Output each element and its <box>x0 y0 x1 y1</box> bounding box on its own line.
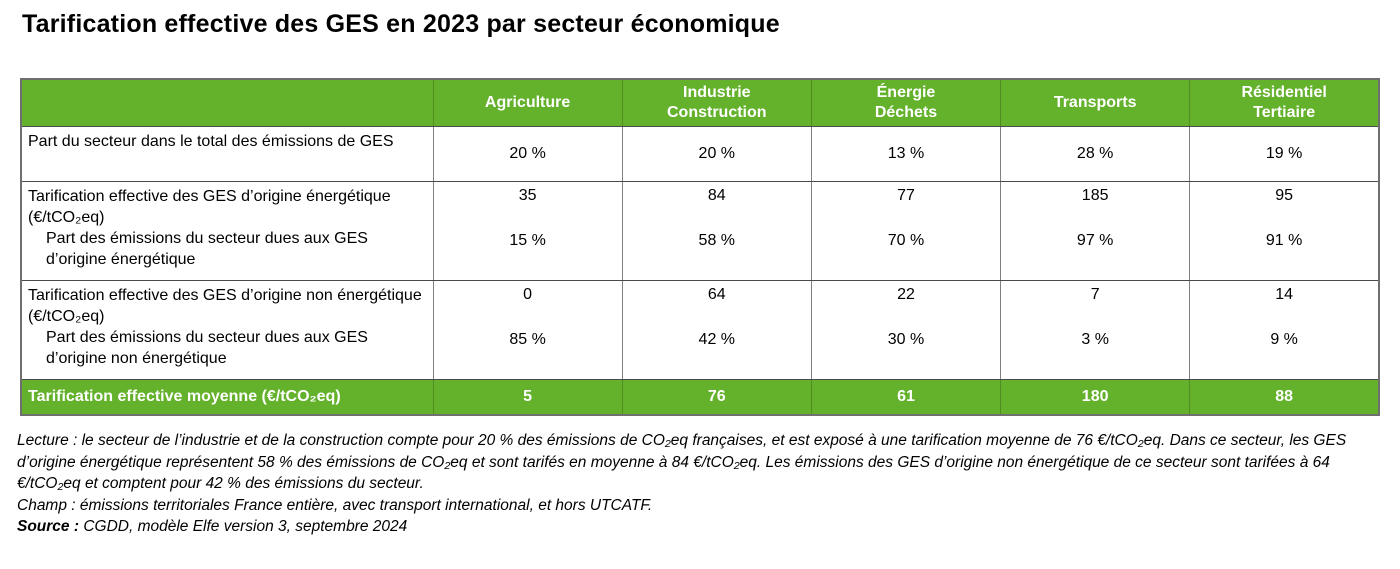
cell-value: 76 <box>621 378 812 416</box>
row-label-sub: Part des émissions du secteur dues aux G… <box>46 328 368 367</box>
cell-value-main: 7 <box>1090 285 1100 303</box>
cell-value: 64 42 % <box>621 279 812 380</box>
cell-value: 88 <box>1189 378 1380 416</box>
ges-pricing-table: Agriculture Industrie Construction Énerg… <box>20 78 1380 416</box>
cell-value: 7 3 % <box>1000 279 1191 380</box>
cell-value: 20 % <box>621 125 812 182</box>
cell-value-sub: 30 % <box>887 330 925 348</box>
note-source: Source : CGDD, modèle Elfe version 3, se… <box>17 516 1389 538</box>
source-text: CGDD, modèle Elfe version 3, septembre 2… <box>79 518 408 535</box>
cell-value: 185 97 % <box>1000 180 1191 281</box>
column-header-transports: Transports <box>1000 78 1191 127</box>
table-header-row: Agriculture Industrie Construction Énerg… <box>20 78 1380 127</box>
row-label-main: Tarification effective des GES d’origine… <box>28 286 422 325</box>
cell-value: 0 85 % <box>432 279 623 380</box>
cell-value: 14 9 % <box>1189 279 1380 380</box>
column-header-industrie-construction: Industrie Construction <box>621 78 812 127</box>
row-label-sub: Part des émissions du secteur dues aux G… <box>46 229 368 268</box>
row-label: Tarification effective des GES d’origine… <box>20 279 434 380</box>
cell-value-sub: 9 % <box>1270 330 1298 348</box>
cell-value: 77 70 % <box>810 180 1002 281</box>
cell-value: 61 <box>810 378 1002 416</box>
cell-value: 19 % <box>1189 125 1380 182</box>
row-label: Part du secteur dans le total des émissi… <box>20 125 434 182</box>
cell-value-sub: 85 % <box>509 330 546 348</box>
cell-value: 13 % <box>810 125 1002 182</box>
table-corner-cell <box>20 78 434 127</box>
cell-value-main: 22 <box>897 285 915 303</box>
table-row-part-secteur: Part du secteur dans le total des émissi… <box>20 125 1380 182</box>
cell-value-sub: 70 % <box>887 231 925 249</box>
cell-value-sub: 42 % <box>698 330 736 348</box>
table-notes: Lecture : le secteur de l’industrie et d… <box>17 430 1389 538</box>
cell-value-main: 0 <box>523 285 533 303</box>
cell-value-main: 35 <box>518 186 537 204</box>
cell-value: 35 15 % <box>432 180 623 281</box>
row-label: Tarification effective des GES d’origine… <box>20 180 434 281</box>
source-label: Source : <box>17 518 80 535</box>
cell-value-sub: 58 % <box>698 231 736 249</box>
cell-value: 180 <box>1000 378 1191 416</box>
row-label: Tarification effective moyenne (€/tCO₂eq… <box>20 378 434 416</box>
note-lecture: Lecture : le secteur de l’industrie et d… <box>17 432 1347 492</box>
cell-value-main: 64 <box>707 285 726 303</box>
cell-value-main: 95 <box>1275 186 1294 204</box>
cell-value-main: 14 <box>1275 285 1294 303</box>
cell-value-sub: 97 % <box>1076 231 1114 249</box>
cell-value: 95 91 % <box>1189 180 1380 281</box>
column-header-agriculture: Agriculture <box>432 78 623 127</box>
cell-value-main: 77 <box>897 186 915 204</box>
page-title: Tarification effective des GES en 2023 p… <box>22 10 780 38</box>
cell-value-main: 185 <box>1081 186 1109 204</box>
cell-value: 84 58 % <box>621 180 812 281</box>
cell-value: 22 30 % <box>810 279 1002 380</box>
cell-value: 28 % <box>1000 125 1191 182</box>
column-header-energie-dechets: Énergie Déchets <box>810 78 1002 127</box>
cell-value-sub: 15 % <box>509 231 546 249</box>
cell-value-main: 84 <box>707 186 726 204</box>
note-champ: Champ : émissions territoriales France e… <box>17 496 653 514</box>
cell-value-sub: 91 % <box>1265 231 1303 249</box>
cell-value: 5 <box>432 378 623 416</box>
table-row-tarification-moyenne: Tarification effective moyenne (€/tCO₂eq… <box>20 378 1380 416</box>
table-row-tarification-non-energetique: Tarification effective des GES d’origine… <box>20 279 1380 380</box>
cell-value: 20 % <box>432 125 623 182</box>
table-row-tarification-energetique: Tarification effective des GES d’origine… <box>20 180 1380 281</box>
column-header-residentiel-tertiaire: Résidentiel Tertiaire <box>1189 78 1380 127</box>
row-label-main: Tarification effective des GES d’origine… <box>28 187 391 226</box>
cell-value-sub: 3 % <box>1081 330 1109 348</box>
